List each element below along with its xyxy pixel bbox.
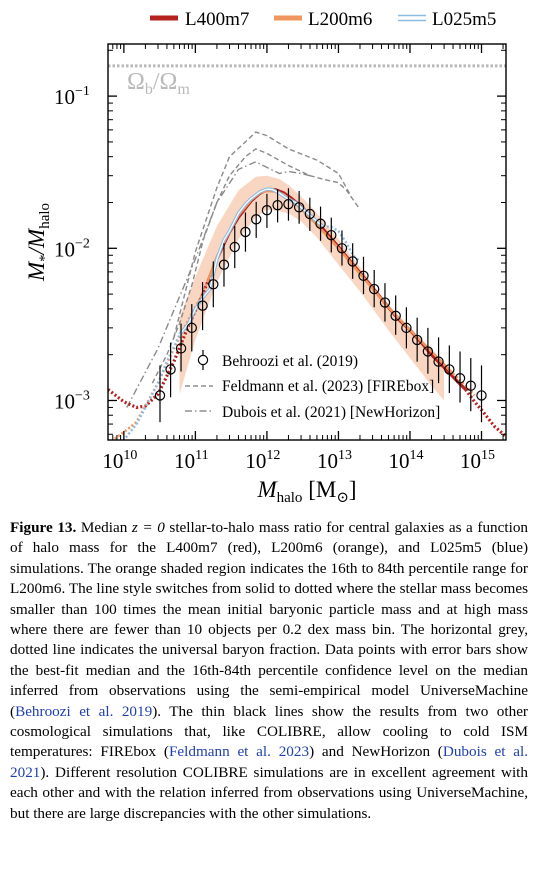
behroozi-point-17 xyxy=(336,230,348,266)
behroozi-point-15 xyxy=(315,206,326,241)
caption-lead: Figure 13. xyxy=(10,519,77,536)
x-tick-label-4: 1014 xyxy=(388,448,423,473)
behroozi-point-28 xyxy=(454,351,466,403)
behroozi-point-24 xyxy=(411,317,423,362)
citation-feldmann-link[interactable]: Feldmann et al. 2023 xyxy=(168,743,310,761)
axis-layer: 1010 1011 1012 1013 1014 1015 10−3 10−2 10−1 xyxy=(54,43,507,473)
x-axis-label: Mhalo [M⊙] xyxy=(256,477,356,506)
behroozi-point-10 xyxy=(261,193,273,228)
behroozi-point-20 xyxy=(368,270,380,308)
caption-text-1: Median xyxy=(76,519,132,536)
behroozi-point-30 xyxy=(476,365,487,423)
reference-legend: Behroozi et al. (2019) Feldmann et al. (… xyxy=(185,350,440,421)
behroozi-point-26 xyxy=(433,337,444,384)
x-tick-label-0: 1010 xyxy=(102,448,137,473)
y-tick-label-0: 10−3 xyxy=(54,388,90,413)
legend-label-behroozi: Behroozi et al. (2019) xyxy=(222,353,358,370)
plot-frame xyxy=(107,43,507,441)
behroozi-point-12 xyxy=(283,188,294,221)
behroozi-point-14 xyxy=(304,197,316,231)
caption-text-4: ) and NewHorizon ( xyxy=(309,743,443,761)
baryon-fraction-label: Ωb/Ωm xyxy=(127,69,190,98)
behroozi-point-27 xyxy=(444,345,455,393)
figure-caption: Figure 13. Median z = 0 stellar-to-halo … xyxy=(10,518,528,824)
plot-layer xyxy=(108,64,506,440)
behroozi-point-18 xyxy=(347,243,358,279)
behroozi-point-29 xyxy=(465,358,476,412)
y-axis-label: M*/Mhalo xyxy=(24,203,53,282)
behroozi-point-5 xyxy=(208,261,219,308)
legend-marker-behroozi xyxy=(197,350,209,370)
citation-dubois-link[interactable]: Dubois et al. 2021 xyxy=(10,743,528,781)
series-legend: L400m7 L200m6 L025m5 xyxy=(150,9,496,30)
legend-label-l200m6: L200m6 xyxy=(308,9,372,30)
behroozi-point-19 xyxy=(358,256,369,295)
behroozi-point-3 xyxy=(186,304,197,352)
series-l400m7-dotted-1 xyxy=(464,388,506,438)
behroozi-point-1 xyxy=(165,342,176,398)
behroozi-point-7 xyxy=(229,226,240,269)
legend-label-feldmann: Feldmann et al. (2023) [FIREbox] xyxy=(222,378,434,395)
stellar-halo-mass-figure: L400m7 L200m6 L025m5 1010 1011 1012 1013 101… xyxy=(24,9,507,506)
x-tick-label-1: 1011 xyxy=(174,448,208,473)
series-l025m5-dotted-1 xyxy=(322,224,361,263)
behroozi-point-8 xyxy=(240,212,251,252)
y-tick-label-2: 10−1 xyxy=(54,84,90,109)
y-tick-label-1: 10−2 xyxy=(54,236,90,261)
behroozi-point-23 xyxy=(401,307,412,349)
behroozi-point-22 xyxy=(390,295,401,335)
behroozi-point-11 xyxy=(272,189,283,223)
behroozi-point-6 xyxy=(218,243,230,287)
behroozi-point-21 xyxy=(379,283,391,322)
caption-text-3: ). The thin black lines show the results… xyxy=(10,702,528,761)
legend-label-dubois: Dubois et al. (2021) [NewHorizon] xyxy=(222,404,440,421)
caption-text-2: stellar-to-halo mass ratio for central g… xyxy=(10,519,529,720)
caption-text-5: ). Different resolution COLIBRE simulati… xyxy=(10,763,528,822)
x-tick-label-3: 1013 xyxy=(317,448,352,473)
behroozi-point-9 xyxy=(250,201,262,238)
caption-redshift: z = 0 xyxy=(131,519,165,536)
citation-behroozi-link[interactable]: Behroozi et al. 2019 xyxy=(15,702,153,720)
behroozi-point-2 xyxy=(175,323,187,372)
feldmann-line-0 xyxy=(173,131,352,338)
legend-label-l025m5: L025m5 xyxy=(432,9,496,30)
behroozi-point-13 xyxy=(293,190,305,224)
legend-label-l400m7: L400m7 xyxy=(185,9,249,30)
behroozi-point-16 xyxy=(326,217,337,253)
dubois-line xyxy=(126,161,311,408)
behroozi-point-4 xyxy=(197,282,208,331)
x-tick-label-2: 1012 xyxy=(245,448,280,473)
x-tick-label-5: 1015 xyxy=(460,448,495,473)
behroozi-point-0 xyxy=(154,365,166,423)
behroozi-point-25 xyxy=(422,327,434,374)
